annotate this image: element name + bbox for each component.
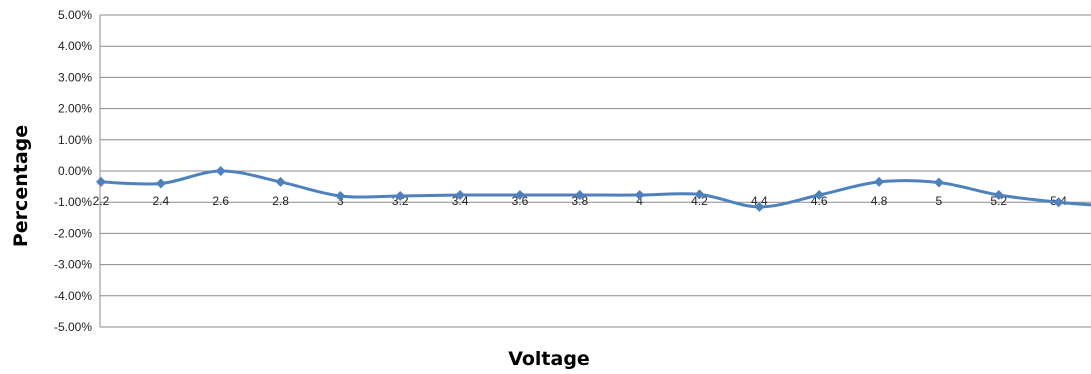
y-tick-label: 4.00% bbox=[58, 39, 92, 53]
x-tick-label: 4 bbox=[636, 194, 643, 208]
x-axis-title: Voltage bbox=[508, 348, 590, 370]
data-point-marker bbox=[514, 190, 525, 201]
x-tick-label: 4.4 bbox=[751, 194, 768, 208]
x-axis-ticks: 2.2 2.4 2.6 2.8 3 3.2 3.4 3.6 3.8 4 4.2 4.4 4.6 4.8 5 5… bbox=[93, 194, 1068, 208]
data-point-marker bbox=[96, 176, 106, 187]
x-tick-label: 2.6 bbox=[212, 194, 229, 208]
data-point-marker bbox=[874, 176, 885, 187]
x-tick-label: 2.4 bbox=[153, 194, 170, 208]
x-tick-label: 2.2 bbox=[93, 194, 110, 208]
series-layer bbox=[96, 166, 1091, 212]
data-point-marker bbox=[754, 201, 765, 212]
y-axis-ticks: 5.00% 4.00% 3.00% 2.00% 1.00% 0.00% -1.00% -2.0… bbox=[54, 8, 92, 334]
y-tick-label: 3.00% bbox=[58, 70, 92, 84]
y-tick-label: 5.00% bbox=[58, 8, 92, 22]
y-tick-label: -3.00% bbox=[54, 258, 92, 272]
data-point-marker bbox=[1053, 197, 1064, 208]
x-tick-label: 2.8 bbox=[272, 194, 289, 208]
y-tick-label: 0.00% bbox=[58, 164, 92, 178]
x-tick-label: 5 bbox=[936, 194, 943, 208]
data-point-marker bbox=[694, 189, 705, 200]
y-axis-title: Percentage bbox=[10, 125, 32, 247]
y-tick-label: -4.00% bbox=[54, 289, 92, 303]
y-tick-label: -1.00% bbox=[54, 195, 92, 209]
data-point-marker bbox=[215, 166, 226, 176]
data-point-marker bbox=[574, 190, 585, 201]
x-tick-label: 3.4 bbox=[452, 194, 469, 208]
x-tick-label: 3.8 bbox=[571, 194, 588, 208]
y-tick-label: 1.00% bbox=[58, 133, 92, 147]
gridlines bbox=[99, 14, 1091, 328]
data-point-marker bbox=[455, 190, 466, 201]
data-point-marker bbox=[275, 176, 286, 187]
data-point-marker bbox=[335, 190, 346, 201]
x-tick-label: 4.6 bbox=[811, 194, 828, 208]
x-tick-label: 4.8 bbox=[871, 194, 888, 208]
y-tick-label: -2.00% bbox=[54, 226, 92, 240]
y-tick-label: 2.00% bbox=[58, 102, 92, 116]
series-line bbox=[99, 169, 1091, 209]
data-point-marker bbox=[993, 190, 1004, 201]
data-point-marker bbox=[814, 190, 825, 201]
data-point-marker bbox=[395, 190, 406, 201]
x-tick-label: 5.2 bbox=[990, 194, 1007, 208]
data-point-marker bbox=[634, 190, 645, 201]
y-tick-label: -5.00% bbox=[54, 320, 92, 334]
x-tick-label: 4.2 bbox=[691, 194, 708, 208]
x-tick-label: 3 bbox=[337, 194, 344, 208]
x-tick-label: 3.6 bbox=[512, 194, 529, 208]
data-point-marker bbox=[155, 178, 166, 189]
data-point-marker bbox=[933, 177, 944, 188]
